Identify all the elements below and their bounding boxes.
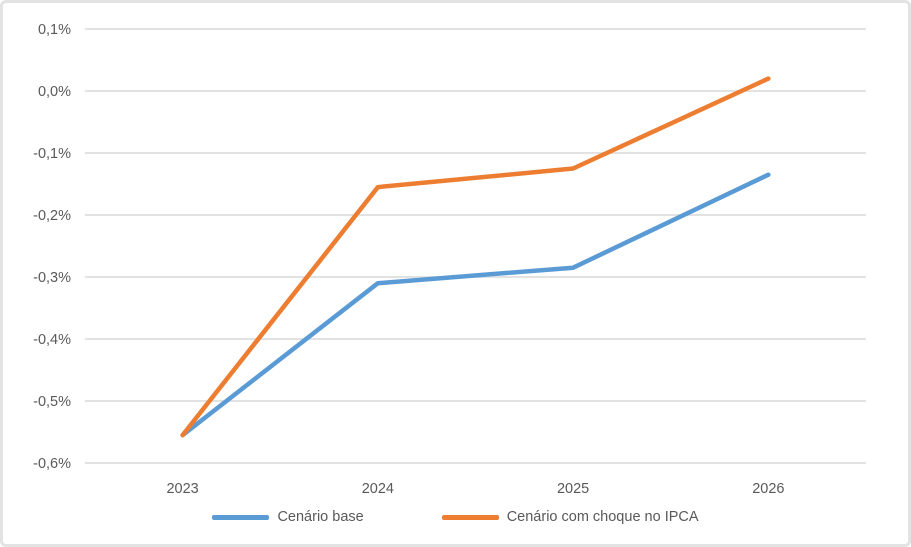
legend-label-cenario-base: Cenário base — [277, 509, 364, 525]
y-axis-tick-label: -0,3% — [33, 270, 71, 286]
legend-label-cenario-choque-ipca: Cenário com choque no IPCA — [506, 509, 699, 525]
x-axis-tick-label: 2024 — [362, 481, 394, 497]
x-axis-tick-label: 2023 — [166, 481, 198, 497]
y-axis-tick-label: -0,1% — [33, 146, 71, 162]
series-line-cenario-base[interactable] — [180, 172, 771, 438]
chart-legend: Cenário base Cenário com choque no IPCA — [0, 509, 911, 525]
x-axis-tick-label: 2026 — [752, 481, 784, 497]
y-axis-tick-label: -0,2% — [33, 208, 71, 224]
legend-line-swatch-cenario-base — [212, 514, 270, 520]
legend-item-cenario-base[interactable]: Cenário base — [212, 509, 364, 525]
x-axis-tick-label: 2025 — [557, 481, 589, 497]
legend-item-cenario-choque-ipca[interactable]: Cenário com choque no IPCA — [441, 509, 699, 525]
y-axis-tick-label: -0,5% — [33, 394, 71, 410]
legend-line-swatch-cenario-choque-ipca — [441, 514, 499, 520]
series-line-cenario-choque-ipca[interactable] — [180, 76, 771, 438]
y-axis-tick-label: -0,6% — [33, 456, 71, 472]
y-axis-tick-label: 0,1% — [38, 22, 71, 38]
y-axis-tick-label: -0,4% — [33, 332, 71, 348]
y-axis-tick-label: 0,0% — [38, 84, 71, 100]
